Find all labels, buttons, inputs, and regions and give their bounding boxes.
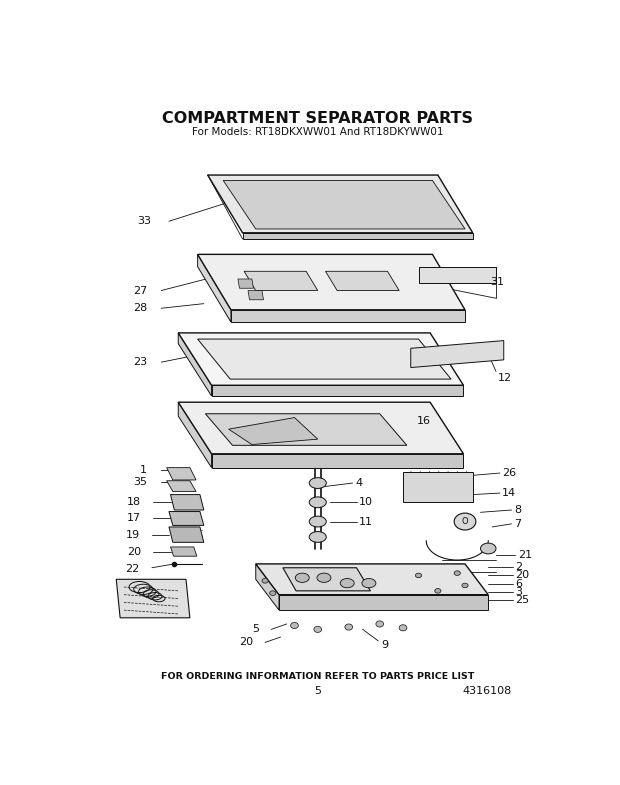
Text: 20: 20 — [127, 546, 141, 557]
Text: 21: 21 — [518, 550, 532, 560]
Text: 28: 28 — [133, 303, 148, 313]
Polygon shape — [229, 418, 317, 444]
Polygon shape — [255, 564, 489, 595]
Ellipse shape — [309, 497, 326, 508]
Ellipse shape — [309, 517, 326, 527]
Polygon shape — [179, 402, 463, 454]
Ellipse shape — [270, 591, 276, 596]
Polygon shape — [198, 254, 465, 310]
Ellipse shape — [415, 573, 422, 578]
Polygon shape — [403, 472, 472, 502]
Ellipse shape — [340, 579, 354, 588]
Polygon shape — [211, 385, 463, 396]
Text: 5: 5 — [314, 685, 321, 696]
Text: 9: 9 — [381, 640, 388, 650]
Polygon shape — [169, 512, 204, 525]
Polygon shape — [167, 468, 196, 480]
Polygon shape — [167, 480, 196, 491]
Text: 4316108: 4316108 — [463, 685, 511, 696]
Text: 14: 14 — [502, 488, 516, 498]
Text: 5: 5 — [252, 624, 260, 634]
Text: 3: 3 — [515, 587, 523, 597]
Text: 25: 25 — [515, 595, 529, 605]
Ellipse shape — [435, 589, 441, 593]
Ellipse shape — [309, 477, 326, 488]
Polygon shape — [279, 595, 489, 610]
Text: 33: 33 — [137, 216, 151, 226]
Polygon shape — [248, 290, 264, 300]
Text: COMPARTMENT SEPARATOR PARTS: COMPARTMENT SEPARATOR PARTS — [162, 111, 473, 126]
Text: 27: 27 — [133, 286, 148, 295]
Polygon shape — [410, 341, 503, 367]
Text: 35: 35 — [133, 476, 148, 487]
Text: 12: 12 — [498, 373, 513, 382]
Polygon shape — [198, 339, 451, 379]
Polygon shape — [211, 454, 463, 468]
Ellipse shape — [362, 579, 376, 588]
Polygon shape — [179, 333, 463, 385]
Text: 8: 8 — [514, 505, 521, 515]
Polygon shape — [242, 233, 472, 239]
Polygon shape — [326, 272, 399, 290]
Text: For Models: RT18DKXWW01 And RT18DKYWW01: For Models: RT18DKXWW01 And RT18DKYWW01 — [192, 126, 443, 137]
Ellipse shape — [309, 531, 326, 542]
Polygon shape — [231, 310, 465, 322]
Text: 2: 2 — [515, 562, 523, 572]
Text: 31: 31 — [490, 277, 504, 287]
Polygon shape — [205, 414, 407, 445]
Ellipse shape — [291, 623, 298, 629]
Ellipse shape — [314, 626, 322, 633]
Polygon shape — [283, 568, 371, 591]
Text: 16: 16 — [417, 416, 431, 425]
Text: 20: 20 — [515, 571, 529, 580]
Ellipse shape — [454, 571, 460, 575]
Polygon shape — [198, 254, 231, 322]
Ellipse shape — [345, 624, 353, 630]
Text: 4: 4 — [355, 478, 362, 488]
Ellipse shape — [295, 573, 309, 582]
Text: 20: 20 — [239, 637, 254, 648]
Ellipse shape — [399, 625, 407, 631]
Ellipse shape — [454, 513, 476, 530]
Text: 7: 7 — [514, 519, 521, 529]
Polygon shape — [179, 333, 211, 396]
Text: 18: 18 — [127, 498, 141, 507]
Polygon shape — [238, 279, 254, 288]
Polygon shape — [117, 579, 190, 618]
Text: 22: 22 — [125, 564, 140, 574]
Text: FOR ORDERING INFORMATION REFER TO PARTS PRICE LIST: FOR ORDERING INFORMATION REFER TO PARTS … — [161, 672, 474, 681]
Ellipse shape — [262, 579, 268, 583]
Text: 17: 17 — [127, 513, 141, 523]
Polygon shape — [169, 527, 204, 542]
Polygon shape — [223, 181, 465, 229]
Text: 19: 19 — [125, 530, 140, 539]
Ellipse shape — [317, 573, 331, 582]
Polygon shape — [418, 268, 496, 283]
Ellipse shape — [480, 543, 496, 554]
Text: 1: 1 — [140, 465, 148, 475]
Ellipse shape — [462, 583, 468, 588]
Ellipse shape — [376, 621, 384, 627]
Text: 6: 6 — [515, 579, 523, 589]
Text: O: O — [462, 517, 468, 526]
Text: 11: 11 — [359, 517, 373, 527]
Polygon shape — [208, 175, 472, 233]
Polygon shape — [244, 272, 317, 290]
Polygon shape — [170, 547, 197, 557]
Text: 10: 10 — [359, 498, 373, 507]
Polygon shape — [170, 495, 204, 510]
Text: 23: 23 — [133, 357, 148, 367]
Text: 26: 26 — [502, 468, 516, 478]
Polygon shape — [179, 402, 211, 468]
Polygon shape — [255, 564, 279, 610]
